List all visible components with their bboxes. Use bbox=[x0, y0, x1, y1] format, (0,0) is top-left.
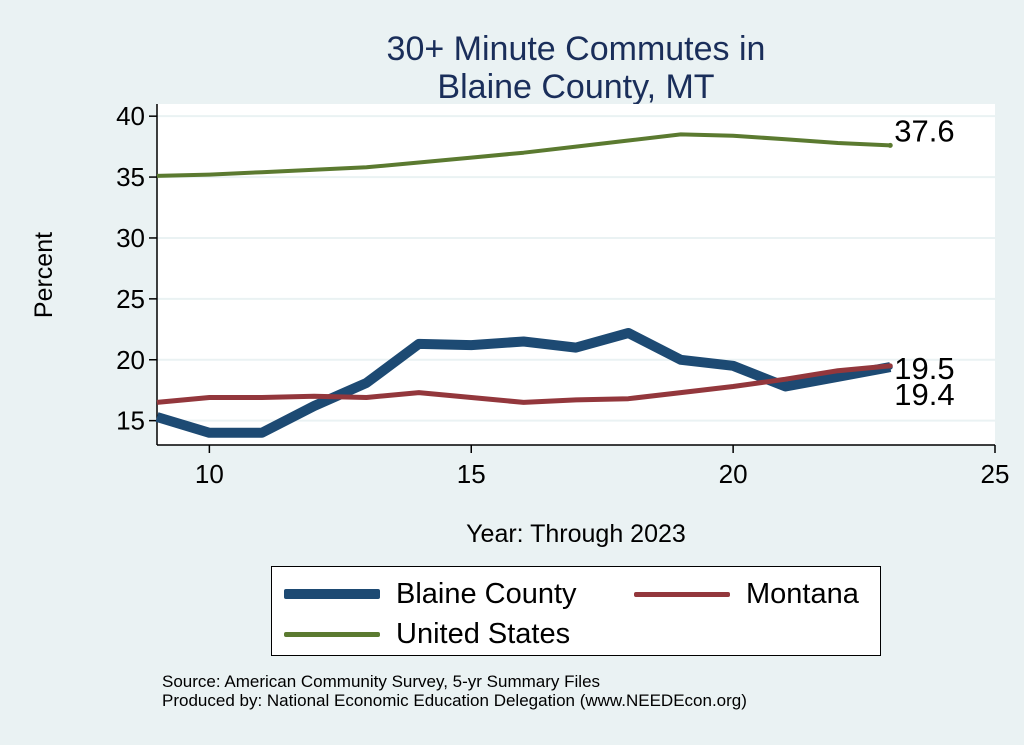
end-point-united-states bbox=[887, 142, 893, 148]
legend-item-united-states: United States bbox=[284, 617, 570, 651]
x-tick-label-20: 20 bbox=[719, 459, 748, 489]
x-tick-label-25: 25 bbox=[981, 459, 1010, 489]
footer: Source: American Community Survey, 5-yr … bbox=[162, 672, 747, 710]
series-lines bbox=[155, 132, 893, 438]
legend-swatch-united-states bbox=[284, 631, 380, 637]
legend-label-blaine-county: Blaine County bbox=[396, 577, 577, 610]
footer-source: Source: American Community Survey, 5-yr … bbox=[162, 672, 601, 691]
footer-produced-by: Produced by: National Economic Education… bbox=[162, 691, 747, 710]
chart-title-line-2: Blaine County, MT bbox=[437, 68, 715, 106]
series-line-united-states bbox=[156, 132, 891, 178]
y-tick-label-30: 30 bbox=[116, 223, 145, 253]
plot-area bbox=[157, 104, 995, 445]
legend-swatch-blaine-county bbox=[284, 589, 380, 599]
y-axis-title: Percent bbox=[30, 232, 58, 318]
y-axis-ticks: 15 20 25 30 35 40 bbox=[116, 101, 157, 436]
y-tick-label-20: 20 bbox=[116, 345, 145, 375]
chart-title-line-1: 30+ Minute Commutes in bbox=[386, 30, 766, 68]
x-tick-label-15: 15 bbox=[457, 459, 486, 489]
x-tick-label-10: 10 bbox=[195, 459, 224, 489]
y-tick-label-40: 40 bbox=[116, 101, 145, 131]
legend: Blaine County Montana United States bbox=[271, 566, 881, 656]
end-label-blaine-county: 19.4 bbox=[894, 377, 954, 412]
gridlines bbox=[157, 115, 995, 422]
legend-label-united-states: United States bbox=[396, 617, 571, 650]
x-axis-title: Year: Through 2023 bbox=[466, 520, 686, 548]
y-tick-label-35: 35 bbox=[116, 162, 145, 192]
series-line-montana bbox=[156, 363, 891, 405]
x-axis-ticks: 10 15 20 25 bbox=[195, 445, 1010, 489]
end-label-montana: 19.5 bbox=[894, 351, 954, 386]
y-tick-label-25: 25 bbox=[116, 284, 145, 314]
legend-label-montana: Montana bbox=[746, 577, 859, 610]
end-label-united-states: 37.6 bbox=[894, 113, 954, 148]
chart-title: 30+ Minute Commutes in Blaine County, MT bbox=[0, 30, 1024, 106]
legend-item-montana: Montana bbox=[634, 577, 859, 611]
y-tick-label-15: 15 bbox=[116, 406, 145, 436]
legend-item-blaine-county: Blaine County bbox=[284, 577, 577, 611]
end-labels: 37.6 19.419.5 bbox=[894, 113, 954, 412]
end-point-montana bbox=[887, 363, 893, 369]
legend-swatch-montana bbox=[634, 591, 730, 597]
